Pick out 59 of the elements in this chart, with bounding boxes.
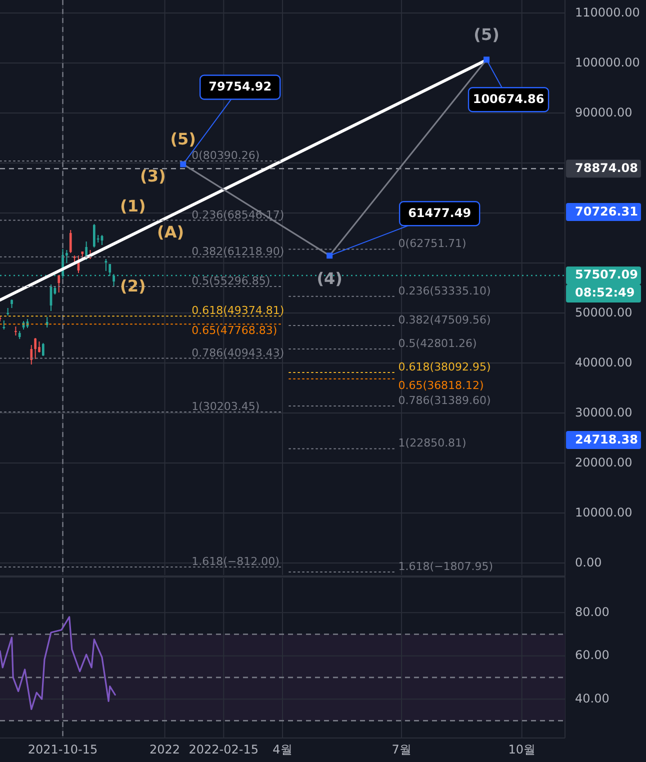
annotation: (5) — [170, 130, 196, 149]
candlestick — [69, 230, 72, 254]
text: 08:52:49 — [575, 286, 635, 300]
annotation: 0.786(40943.43) — [192, 346, 284, 360]
annotation: 1.618(−812.00) — [192, 555, 280, 568]
annotation: 0.786(31389.60) — [398, 394, 491, 408]
ref-line-label: 57507.09 — [575, 268, 638, 282]
annotation: 0(80390.26) — [192, 149, 260, 162]
y-tick-label: 30000.00 — [575, 405, 632, 420]
x-tick-label: 7월 — [392, 742, 412, 756]
candlestick — [92, 224, 96, 248]
annotation: (1) — [120, 196, 146, 216]
x-tick-label: 2021-10-15 — [28, 742, 98, 756]
annotation: (2) — [120, 276, 146, 296]
annotation: (5) — [474, 25, 500, 44]
annotation: 1(22850.81) — [398, 436, 466, 450]
annotation: 0.5(55296.85) — [192, 274, 270, 288]
annotation: 0.5(42801.26) — [398, 336, 477, 350]
y-tick-label: 60.00 — [575, 648, 610, 662]
text: 24718.38 — [575, 432, 638, 446]
candlestick — [58, 274, 60, 293]
annotation: 0(62751.71) — [398, 237, 466, 250]
x-tick-label: 2022-02-15 — [188, 742, 259, 756]
data-label: 79754.92 — [208, 80, 272, 94]
text: 70726.31 — [575, 204, 638, 218]
y-tick-label: 40.00 — [575, 691, 610, 706]
y-tick-label: 0.00 — [575, 555, 602, 570]
y-tick-label: 20000.00 — [575, 455, 632, 470]
line-series — [0, 616, 116, 710]
annotation: 1(30203.45) — [192, 400, 260, 413]
annotation: 0.382(47509.56) — [398, 313, 491, 326]
data-label: 61477.49 — [408, 206, 472, 220]
annotation: 0.382(61218.90) — [192, 244, 284, 258]
candlestick — [42, 342, 44, 356]
ref-line-label: 78874.08 — [575, 160, 638, 175]
x-tick-label: 10월 — [508, 742, 536, 756]
annotation: (4) — [316, 268, 342, 288]
y-tick-label: 50000.00 — [575, 305, 632, 320]
annotation: (3) — [140, 166, 166, 186]
annotation: 0.618(38092.95) — [398, 360, 491, 374]
y-tick-label: 110000.00 — [575, 5, 640, 20]
y-tick-label: 90000.00 — [575, 105, 632, 120]
candlestick — [34, 338, 36, 360]
candlestick — [30, 344, 33, 365]
candlestick — [38, 341, 40, 353]
candlestick — [46, 316, 48, 328]
annotation: 0.65(36818.12) — [398, 378, 484, 392]
y-tick-label: 10000.00 — [575, 505, 632, 520]
y-tick-label: 40000.00 — [575, 355, 632, 370]
annotation: 0.236(53335.10) — [398, 284, 491, 298]
annotation: 0.65(47768.83) — [192, 324, 278, 338]
annotation: 0.618(49374.81) — [192, 304, 284, 318]
annotation: (A) — [157, 222, 184, 242]
annotation: 1.618(−1807.95) — [398, 560, 494, 574]
y-tick-label: 100000.00 — [575, 55, 640, 70]
x-tick-label: 2022 — [150, 742, 180, 756]
x-tick-label: 4월 — [272, 742, 292, 756]
data-label: 100674.86 — [472, 92, 544, 106]
y-tick-label: 80.00 — [575, 604, 610, 619]
